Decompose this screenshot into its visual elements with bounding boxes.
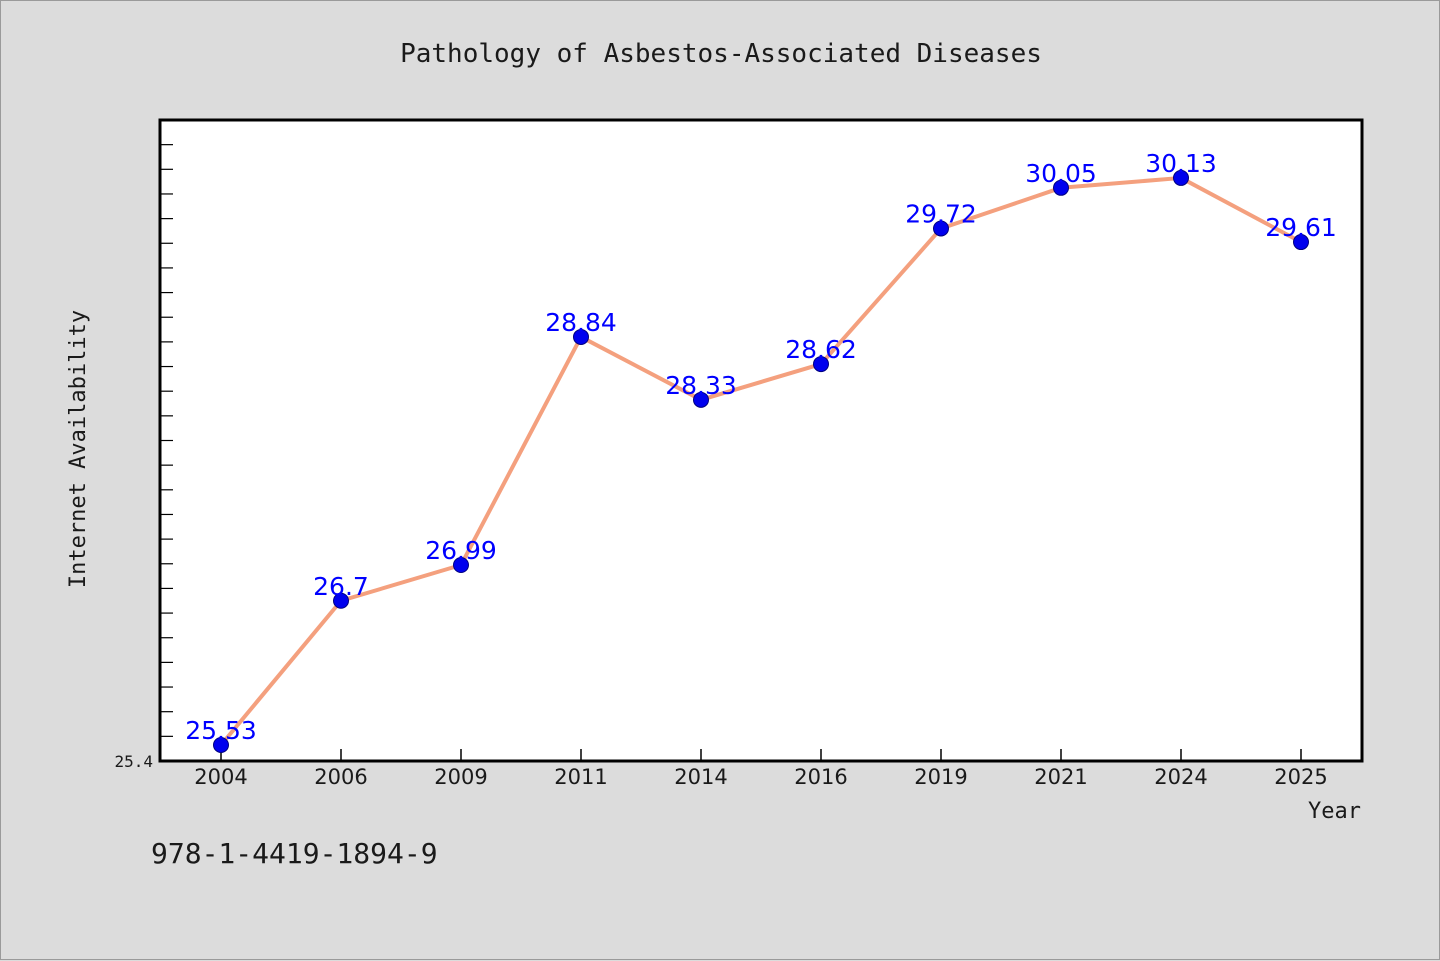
isbn-footer: 978-1-4419-1894-9 xyxy=(151,837,438,870)
data-label: 29.72 xyxy=(905,199,977,228)
data-point xyxy=(693,391,709,408)
x-tick-label: 2014 xyxy=(674,765,727,789)
data-point xyxy=(453,557,469,574)
data-point xyxy=(573,328,589,345)
data-point xyxy=(813,356,829,373)
x-axis-ticks: 2004 2006 2009 2011 2014 2016 2019 2021 2024 2025 xyxy=(194,749,1328,789)
data-point xyxy=(933,220,949,237)
x-tick-label: 2016 xyxy=(794,765,847,789)
data-label: 30.05 xyxy=(1025,159,1097,188)
y-axis-ticks xyxy=(160,144,173,737)
x-tick-label: 2011 xyxy=(554,765,607,789)
series-line xyxy=(219,175,1302,747)
data-point xyxy=(1293,234,1309,251)
data-label: 26.99 xyxy=(425,536,497,565)
data-label: 28.84 xyxy=(545,308,617,337)
x-tick-label: 2025 xyxy=(1274,765,1327,789)
data-label: 30.13 xyxy=(1145,149,1217,178)
x-tick-label: 2024 xyxy=(1154,765,1207,789)
data-label: 28.33 xyxy=(665,371,737,400)
x-tick-label: 2006 xyxy=(314,765,367,789)
data-label: 25.53 xyxy=(185,716,257,745)
x-tick-label: 2021 xyxy=(1034,765,1087,789)
y-axis-title: Internet Availability xyxy=(66,310,91,588)
plot-area xyxy=(158,118,1364,763)
x-tick-label: 2004 xyxy=(194,765,247,789)
x-axis-title: Year xyxy=(1308,799,1361,824)
y-axis-min-label: 25.4 xyxy=(114,752,153,771)
data-point xyxy=(1053,179,1069,196)
data-label: 28.62 xyxy=(785,335,857,364)
data-label: 29.61 xyxy=(1265,213,1337,242)
data-points xyxy=(213,169,1309,753)
data-point xyxy=(333,592,349,609)
chart-title: Pathology of Asbestos-Associated Disease… xyxy=(400,39,1042,69)
data-point xyxy=(1173,169,1189,186)
data-label: 26.7 xyxy=(313,572,369,601)
x-tick-label: 2019 xyxy=(914,765,967,789)
data-labels: 25.53 26.7 26.99 28.84 28.33 28.62 29.72 30.05 3… xyxy=(185,149,1337,745)
x-tick-label: 2009 xyxy=(434,765,487,789)
data-point xyxy=(213,736,229,753)
